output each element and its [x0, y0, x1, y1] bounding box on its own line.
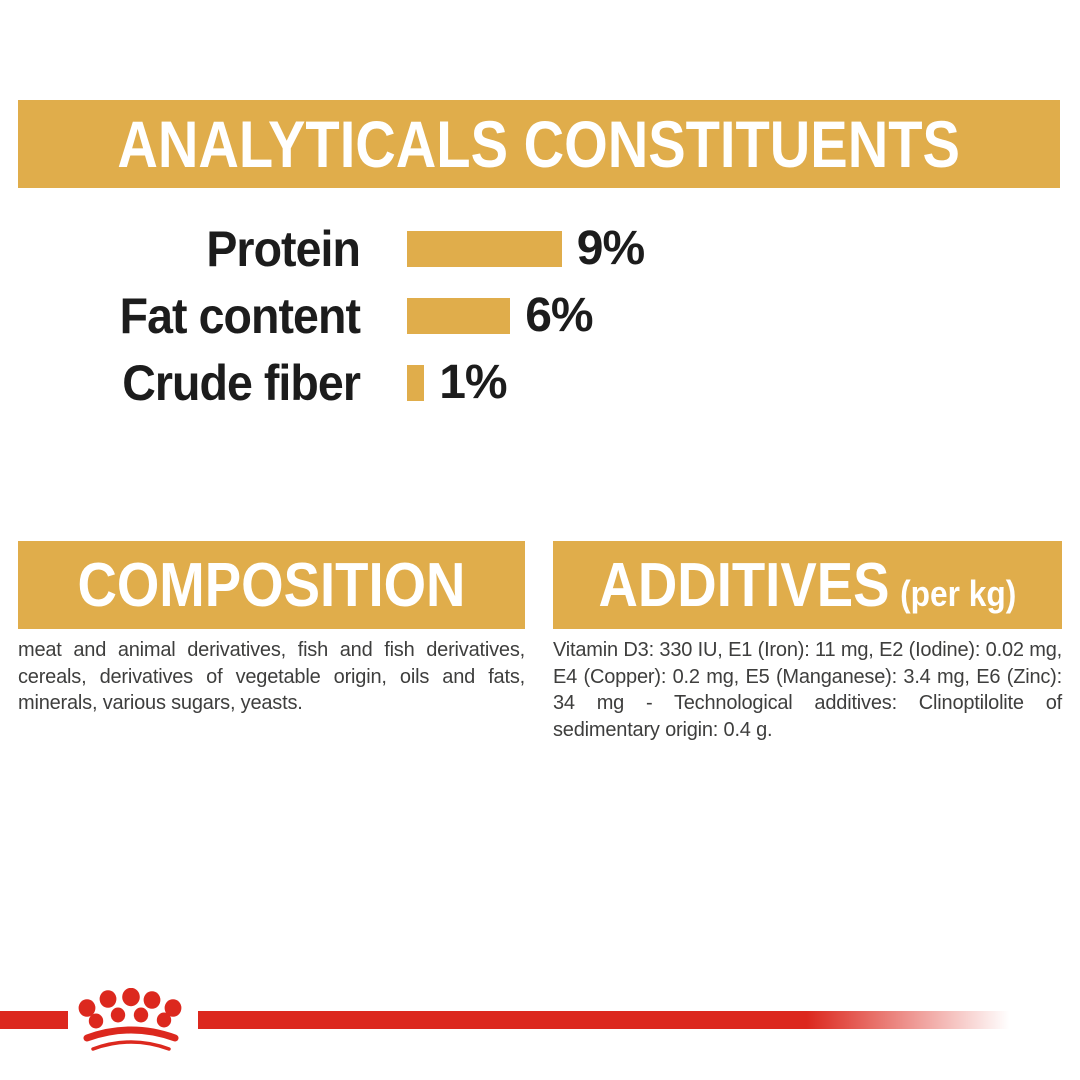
analytical-constituents-banner: ANALYTICALS CONSTITUENTS: [18, 100, 1060, 188]
chart-value-label: 9%: [576, 222, 645, 275]
chart-category-label: Crude fiber: [122, 354, 361, 411]
composition-body: meat and animal derivatives, fish and fi…: [18, 639, 525, 714]
additives-unit-note: (per kg): [900, 572, 1017, 614]
chart-category-label: Protein: [206, 220, 361, 277]
chart-row: Crude fiber 1%: [0, 349, 1080, 416]
chart-row: Fat content 6%: [0, 282, 1080, 349]
chart-bar: [407, 297, 511, 334]
composition-title: COMPOSITION: [77, 550, 466, 620]
royal-canin-crown-icon: [78, 988, 182, 1051]
footer-red-bar: [198, 1011, 1080, 1029]
chart-title: ANALYTICALS CONSTITUENTS: [117, 107, 961, 181]
composition-section: COMPOSITION meat and animal derivatives,…: [18, 541, 525, 737]
footer-red-bar-left: [0, 1011, 68, 1029]
chart-category-label: Fat content: [119, 287, 361, 344]
chart-bar: [407, 230, 562, 267]
additives-section: ADDITIVES (per kg) Vitamin D3: 330 IU, E1…: [553, 541, 1062, 763]
chart-row: Protein 9%: [0, 215, 1080, 282]
composition-banner: COMPOSITION: [18, 541, 525, 629]
additives-banner: ADDITIVES (per kg): [553, 541, 1062, 629]
chart-value-label: 1%: [439, 356, 507, 409]
additives-title: ADDITIVES: [598, 550, 890, 620]
bar-chart: Protein 9% Fat content 6% Crude fiber 1%: [0, 215, 1080, 416]
chart-bar: [407, 364, 425, 401]
chart-value-label: 6%: [525, 289, 593, 342]
additives-body: Vitamin D3: 330 IU, E1 (Iron): 11 mg, E2…: [553, 639, 1062, 741]
